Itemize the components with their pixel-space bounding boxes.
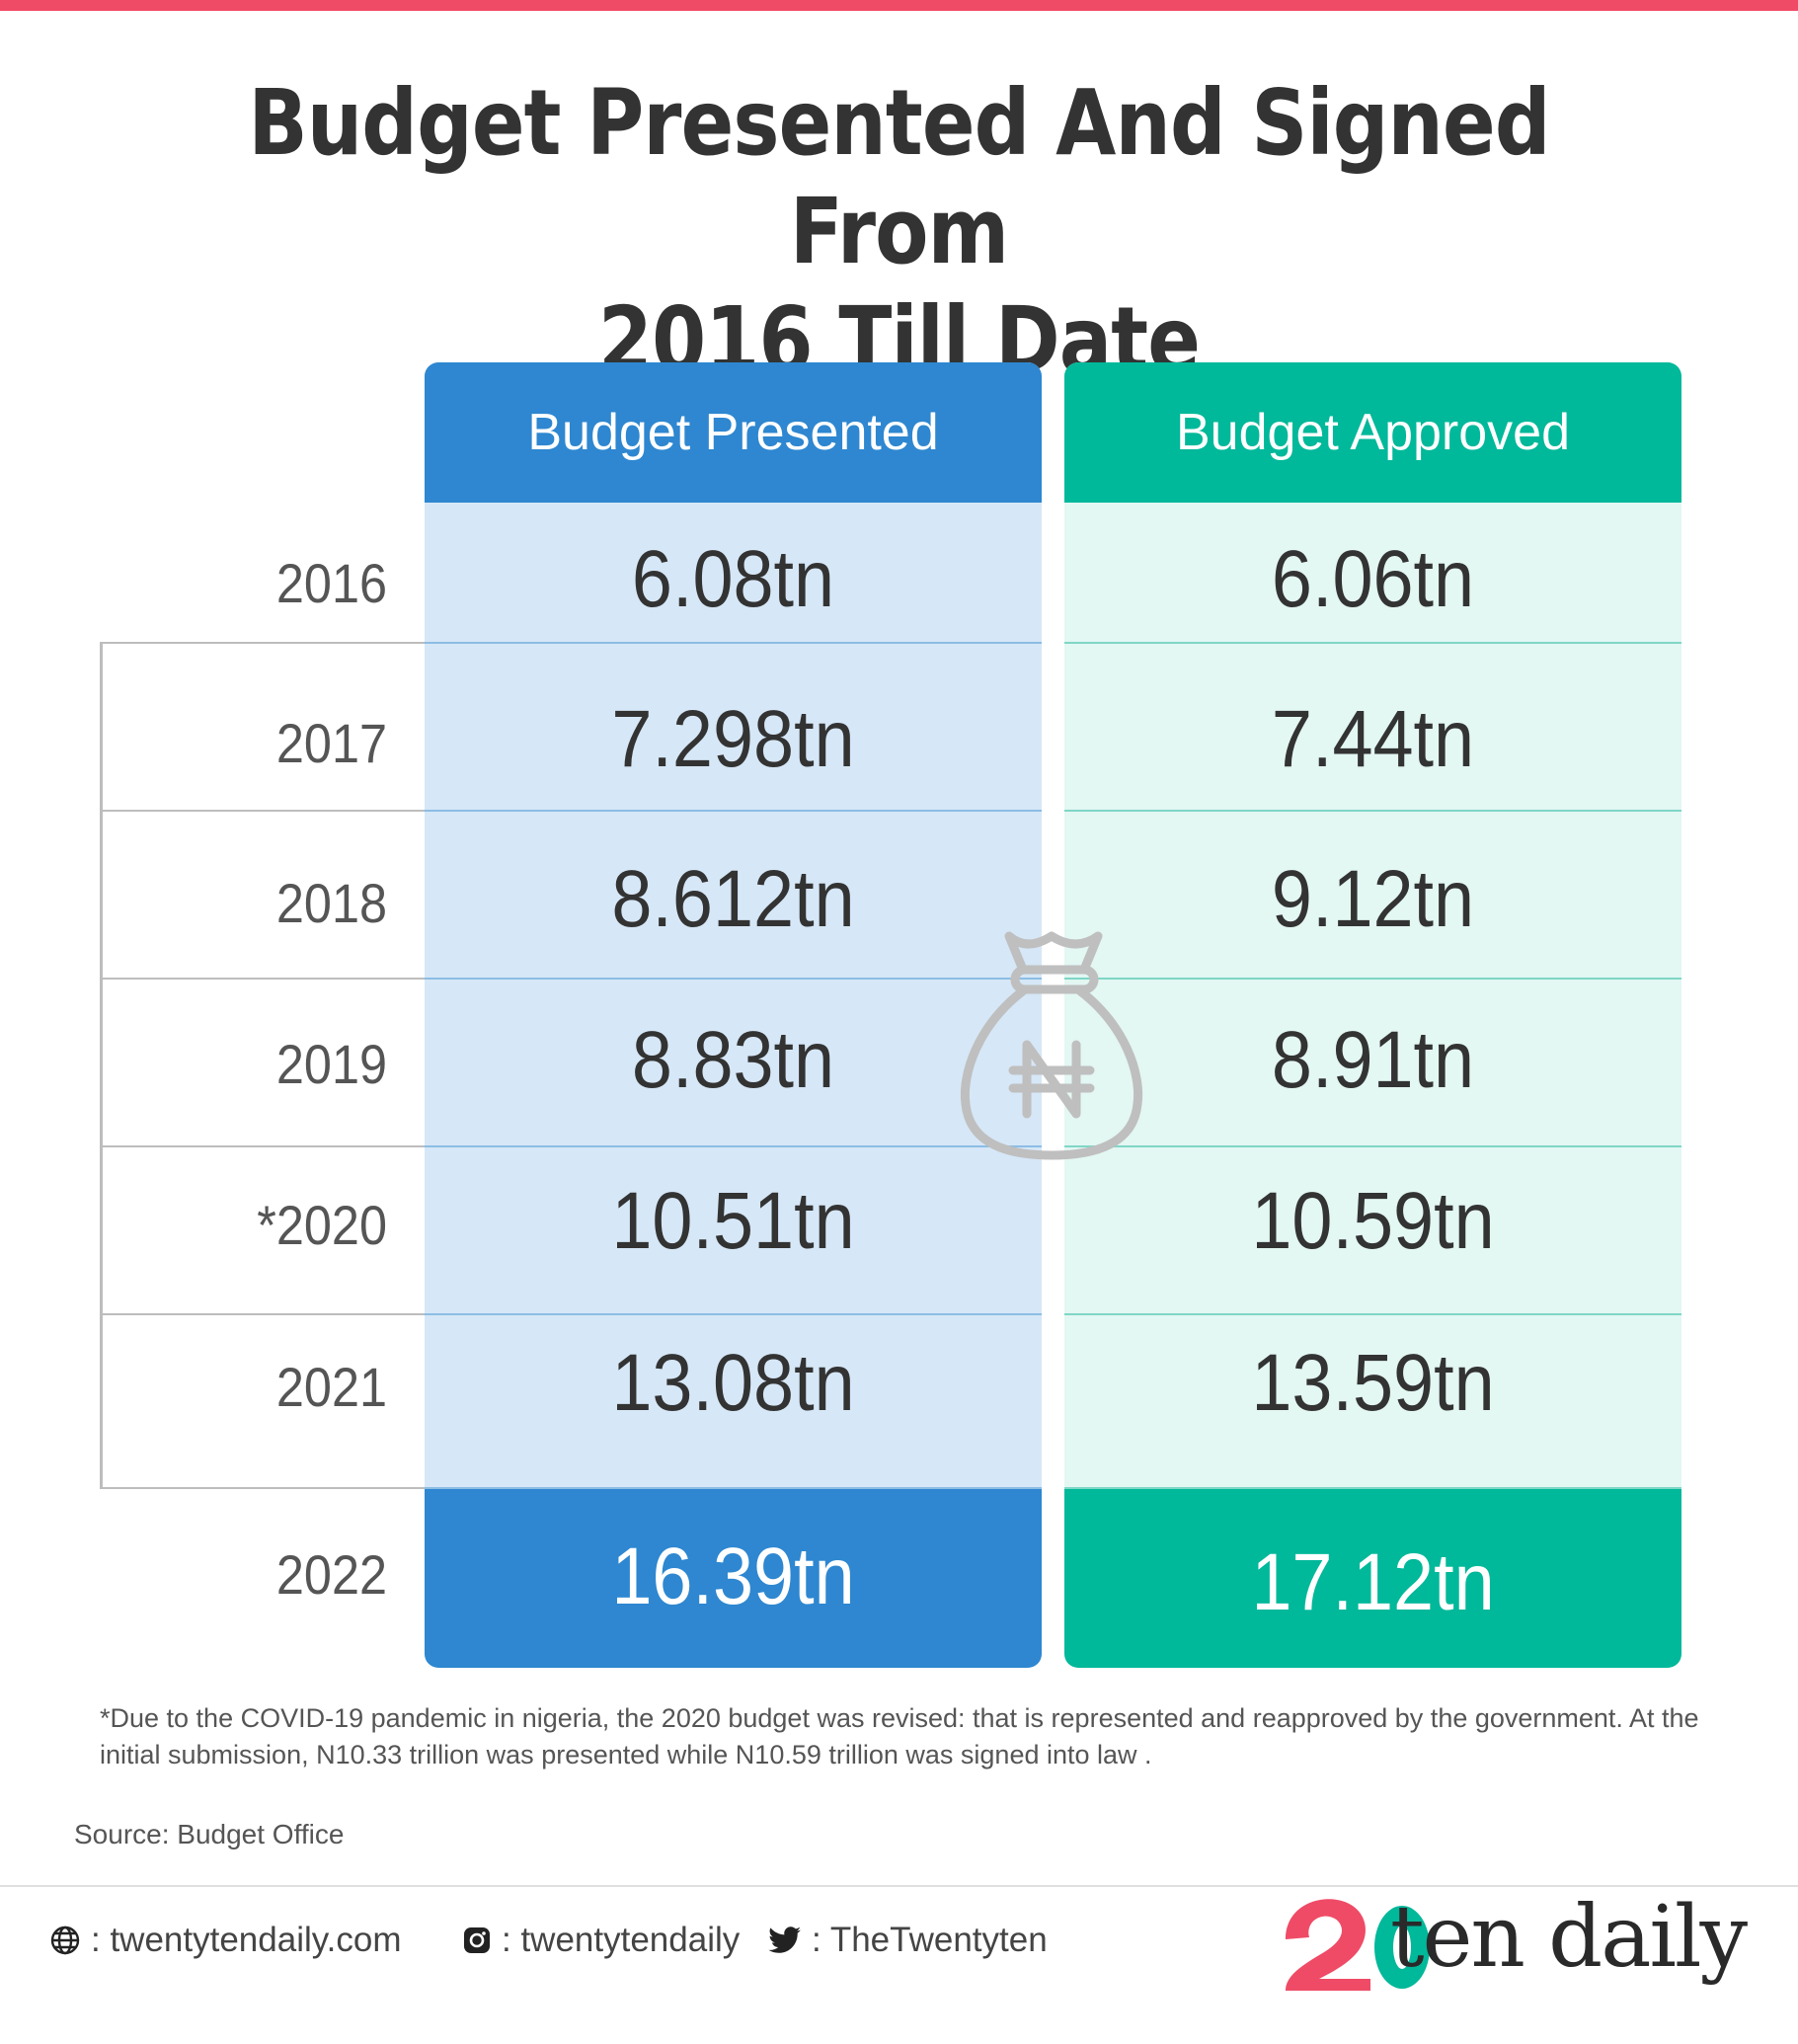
presented-value: 8.612tn [611,854,855,944]
footnote: *Due to the COVID-19 pandemic in nigeria… [100,1703,1699,1769]
year-label: 2018 [275,872,387,934]
presented-row-divider [425,978,1042,980]
approved-value: 7.44tn [1271,694,1475,784]
presented-value: 6.08tn [631,534,835,624]
presented-row-divider [425,642,1042,644]
instagram-text: : twentytendaily [502,1921,741,1959]
website-text: : twentytendaily.com [91,1921,402,1959]
page-title: Budget Presented And Signed From 2016 Ti… [125,69,1672,395]
approved-row-divider [1064,1145,1681,1147]
presented-highlight-cell [425,1488,1042,1668]
approved-header: Budget Approved [1064,362,1681,503]
twentyten-logo [1286,1899,1430,1991]
source-note: Source: Budget Office [74,1819,345,1849]
year-label: 2016 [275,552,387,614]
presented-column: Budget Presented [425,362,1042,1668]
approved-row-divider [1064,810,1681,812]
twitter-link[interactable]: : TheTwentyten [768,1921,1048,1960]
year-frame [100,642,428,1487]
approved-value: 10.59tn [1251,1176,1495,1266]
footer-divider [0,1885,1798,1887]
instagram-link[interactable]: : twentytendaily [462,1921,740,1960]
approved-row-divider [1064,978,1681,980]
approved-value: 6.06tn [1271,534,1475,624]
approved-value: 17.12tn [1251,1537,1495,1627]
year-row-divider [100,978,425,980]
money-bag-icon [960,931,1143,1160]
title-line-1: Budget Presented And Signed From [248,70,1550,284]
presented-row-divider [425,1145,1042,1147]
approved-value: 13.59tn [1251,1338,1495,1428]
approved-value: 8.91tn [1271,1015,1475,1105]
year-label: 2022 [275,1543,387,1606]
presented-row-divider [425,1313,1042,1315]
year-label: *2020 [257,1194,387,1256]
logo-text: ten daily [1390,1888,1748,1987]
website-link[interactable]: : twentytendaily.com [49,1921,402,1960]
approved-value: 9.12tn [1271,854,1475,944]
year-row-divider [100,1487,425,1489]
year-row-divider [100,642,425,644]
approved-row-divider [1064,1487,1681,1489]
approved-highlight-cell [1064,1488,1681,1668]
presented-value: 13.08tn [611,1338,855,1428]
presented-value: 7.298tn [611,694,855,784]
year-label: 2021 [275,1356,387,1418]
twitter-icon [768,1926,801,1953]
presented-value: 8.83tn [631,1015,835,1105]
presented-row-divider [425,1487,1042,1489]
presented-value: 16.39tn [611,1532,855,1621]
globe-icon [50,1926,80,1955]
year-row-divider [100,1145,425,1147]
year-label: 2019 [275,1033,387,1095]
presented-value: 10.51tn [611,1176,855,1266]
twitter-text: : TheTwentyten [812,1921,1048,1959]
year-row-divider [100,810,425,812]
year-label: 2017 [275,712,387,774]
presented-row-divider [425,810,1042,812]
approved-column: Budget Approved [1064,362,1681,1668]
presented-header: Budget Presented [425,362,1042,503]
instagram-icon [464,1927,490,1953]
approved-row-divider [1064,642,1681,644]
year-row-divider [100,1313,425,1315]
approved-row-divider [1064,1313,1681,1315]
top-accent-bar [0,0,1798,11]
